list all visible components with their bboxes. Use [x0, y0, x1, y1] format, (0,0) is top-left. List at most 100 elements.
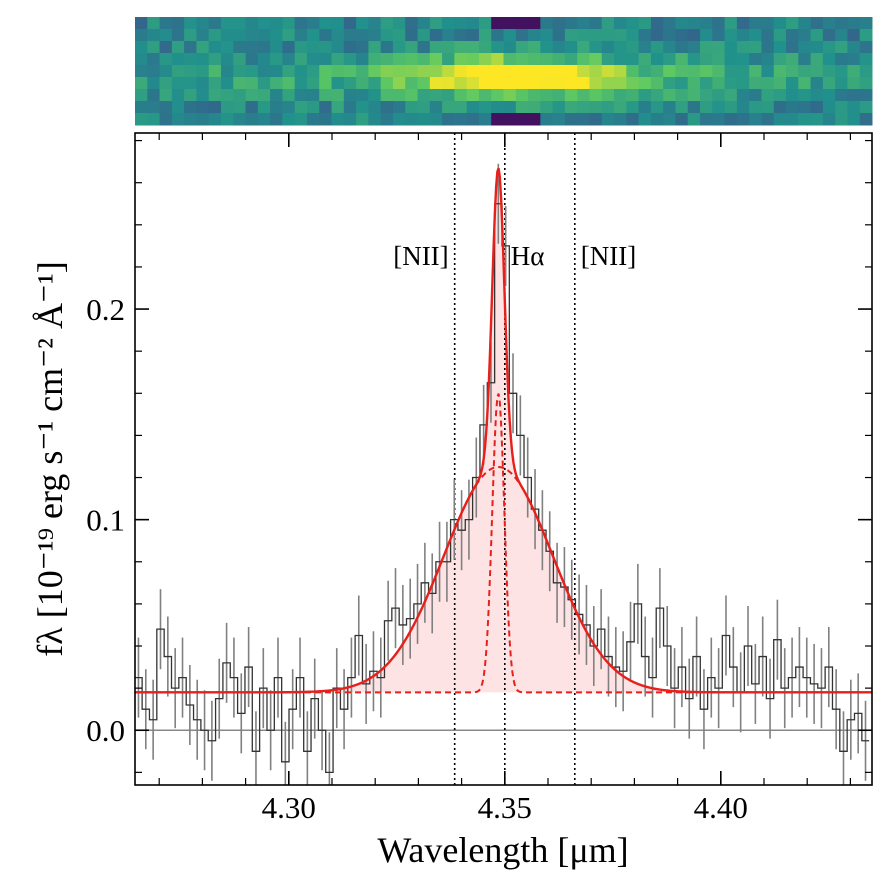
image-pixel	[220, 53, 234, 66]
image-pixel	[294, 65, 308, 78]
image-pixel	[859, 113, 873, 126]
image-pixel	[847, 41, 861, 54]
image-pixel	[712, 65, 726, 78]
image-pixel	[491, 29, 504, 42]
image-pixel	[282, 65, 296, 78]
image-pixel	[761, 101, 775, 114]
image-pixel	[442, 53, 455, 66]
image-pixel	[392, 41, 406, 54]
image-pixel	[700, 89, 713, 102]
image-pixel	[675, 77, 689, 90]
image-pixel	[589, 77, 603, 90]
image-pixel	[442, 89, 455, 102]
image-pixel	[847, 53, 861, 66]
image-pixel	[417, 41, 431, 54]
image-pixel	[626, 65, 640, 78]
image-pixel	[859, 17, 873, 30]
image-pixel	[294, 101, 308, 114]
image-pixel	[564, 77, 578, 90]
image-pixel	[368, 101, 382, 114]
image-pixel	[306, 41, 320, 54]
image-pixel	[257, 65, 271, 78]
image-pixel	[675, 41, 689, 54]
image-pixel	[515, 53, 529, 66]
image-pixel	[208, 17, 222, 30]
image-pixel	[786, 53, 799, 66]
image-pixel	[233, 77, 247, 90]
image-pixel	[626, 41, 640, 54]
image-pixel	[614, 29, 627, 42]
image-pixel	[245, 29, 259, 42]
image-pixel	[786, 101, 799, 114]
image-pixel	[589, 53, 603, 66]
image-pixel	[491, 41, 504, 54]
image-pixel	[503, 41, 517, 54]
image-pixel	[798, 53, 812, 66]
y-axis-label: fλ [10⁻¹⁹ erg s⁻¹ cm⁻² Å⁻¹]	[30, 261, 70, 656]
image-pixel	[282, 41, 296, 54]
image-pixel	[822, 89, 836, 102]
image-pixel	[319, 65, 333, 78]
image-pixel	[368, 41, 382, 54]
image-pixel	[356, 17, 369, 30]
image-pixel	[601, 89, 615, 102]
image-pixel	[736, 65, 750, 78]
image-pixel	[749, 65, 762, 78]
model-fill	[135, 168, 872, 693]
image-pixel	[626, 77, 640, 90]
image-pixel	[478, 41, 492, 54]
image-pixel	[540, 29, 554, 42]
image-pixel	[478, 77, 492, 90]
image-pixel	[454, 65, 468, 78]
image-pixel	[859, 29, 873, 42]
image-pixel	[233, 89, 247, 102]
image-pixel	[650, 89, 664, 102]
image-pixel	[626, 53, 640, 66]
image-pixel	[466, 113, 480, 126]
image-pixel	[601, 53, 615, 66]
x-tick-label: 4.30	[262, 790, 316, 825]
image-pixel	[749, 101, 762, 114]
image-pixel	[773, 65, 787, 78]
image-pixel	[528, 101, 541, 114]
image-pixel	[380, 77, 394, 90]
image-pixel	[343, 89, 357, 102]
image-pixel	[270, 29, 283, 42]
image-pixel	[687, 53, 701, 66]
image-pixel	[454, 77, 468, 90]
image-pixel	[810, 77, 824, 90]
image-pixel	[761, 113, 775, 126]
image-pixel	[626, 89, 640, 102]
image-pixel	[663, 29, 676, 42]
image-pixel	[503, 65, 517, 78]
image-pixel	[528, 89, 541, 102]
image-pixel	[638, 53, 652, 66]
image-pixel	[859, 65, 873, 78]
image-pixel	[368, 29, 382, 42]
image-pixel	[196, 101, 210, 114]
image-pixel	[466, 89, 480, 102]
image-pixel	[663, 113, 676, 126]
image-pixel	[196, 29, 210, 42]
image-pixel	[601, 17, 615, 30]
image-pixel	[442, 101, 455, 114]
image-pixel	[356, 89, 369, 102]
image-pixel	[368, 77, 382, 90]
image-pixel	[257, 89, 271, 102]
image-pixel	[577, 17, 590, 30]
image-pixel	[392, 65, 406, 78]
image-pixel	[159, 101, 173, 114]
image-pixel	[552, 53, 566, 66]
image-pixel	[749, 113, 762, 126]
tick-layer: 4.30 4.35 4.40 0.0 0.1 0.2	[86, 133, 872, 825]
image-pixel	[294, 89, 308, 102]
image-pixel	[810, 29, 824, 42]
image-pixel	[282, 29, 296, 42]
image-pixel	[270, 53, 283, 66]
image-pixel	[773, 101, 787, 114]
image-pixel	[245, 17, 259, 30]
image-pixel	[417, 29, 431, 42]
plot-layer	[135, 133, 872, 785]
image-pixel	[577, 89, 590, 102]
image-pixel	[736, 113, 750, 126]
